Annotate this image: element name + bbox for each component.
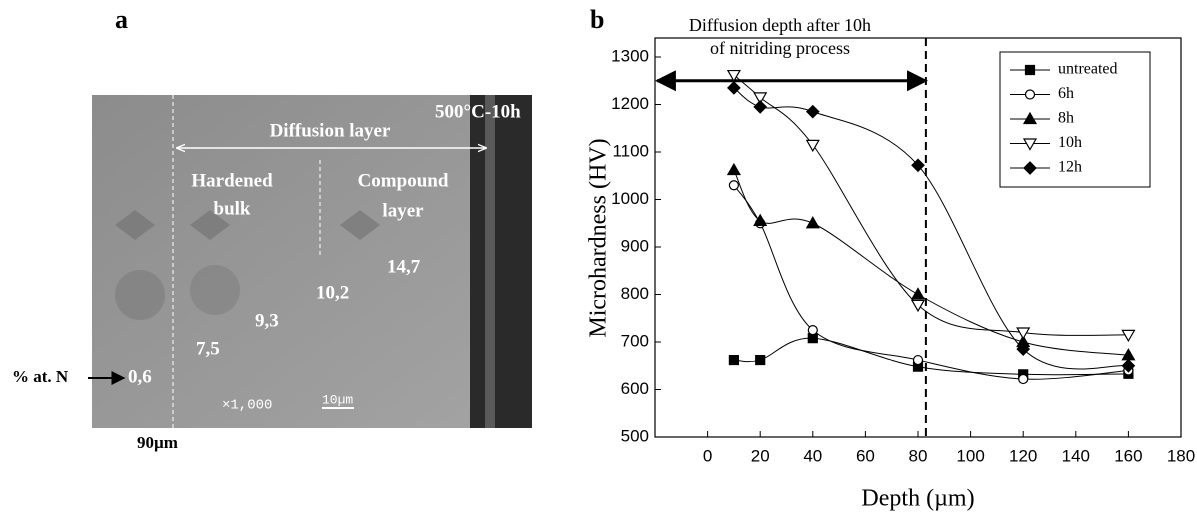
- compound-label: Compound: [358, 170, 449, 191]
- data-point: [727, 81, 741, 95]
- annotation: of nitriding process: [710, 38, 850, 58]
- data-point: [726, 69, 741, 83]
- nitrogen-value: 9,3: [255, 310, 279, 331]
- x-tick-label: 180: [1167, 446, 1195, 465]
- legend-marker: [1022, 138, 1038, 151]
- data-point: [912, 354, 924, 366]
- micrograph: [92, 95, 532, 428]
- nitrogen-value: 10,2: [316, 282, 349, 303]
- data-point: [726, 162, 741, 176]
- legend-marker: [1023, 161, 1037, 175]
- data-point: [728, 180, 740, 191]
- y-axis-label: Microhardness (HV): [586, 138, 612, 337]
- y-tick-label: 1300: [611, 46, 649, 65]
- data-point: [910, 287, 926, 300]
- y-tick-label: 700: [621, 331, 649, 350]
- series-curve: [733, 169, 1129, 356]
- x-axis-label: Depth (µm): [861, 486, 974, 512]
- legend-label: untreated: [1058, 61, 1118, 78]
- series-curve: [733, 337, 1129, 376]
- nitrogen-value: 14,7: [387, 256, 421, 277]
- magnification: ×1,000: [222, 398, 272, 414]
- legend-label: 8h: [1058, 110, 1074, 127]
- data-point: [755, 354, 766, 366]
- data-point: [805, 139, 820, 153]
- y-tick-label: 1100: [612, 141, 649, 160]
- nitrogen-value: 7,5: [196, 338, 220, 359]
- legend-marker: [1024, 64, 1036, 76]
- data-point: [807, 325, 818, 336]
- diffusion-label: Diffusion layer: [270, 120, 391, 141]
- data-point: [910, 299, 926, 313]
- legend-label: 10h: [1058, 134, 1082, 151]
- x-tick-label: 80: [909, 446, 928, 465]
- data-point: [753, 92, 768, 105]
- legend-label: 12h: [1058, 159, 1082, 176]
- x-tick-label: 60: [856, 446, 875, 465]
- legend-marker: [1022, 111, 1038, 125]
- data-point: [1121, 329, 1136, 343]
- panel-label: a: [115, 5, 128, 34]
- y-tick-label: 1200: [611, 94, 649, 113]
- panel-label: b: [590, 5, 604, 34]
- nitrogen-value: 0,6: [128, 366, 152, 387]
- x-tick-label: 120: [1009, 446, 1037, 465]
- hardened-label: bulk: [214, 198, 251, 219]
- y-tick-label: 800: [621, 284, 649, 303]
- depth-label: 90µm: [137, 433, 178, 452]
- data-point: [753, 100, 768, 114]
- legend-marker: [1024, 89, 1036, 100]
- y-tick-label: 1000: [611, 189, 649, 208]
- x-tick-label: 160: [1114, 446, 1142, 465]
- annotation: Diffusion depth after 10h: [689, 15, 871, 35]
- data-point: [805, 104, 820, 119]
- data-point: [1016, 342, 1031, 356]
- nitrogen-label: % at. N: [12, 367, 69, 386]
- data-point: [911, 158, 925, 173]
- data-point: [1121, 358, 1136, 373]
- data-point: [805, 216, 820, 229]
- scale-bar-label: 10µm: [322, 392, 353, 407]
- x-tick-label: 40: [803, 446, 822, 465]
- y-tick-label: 600: [621, 379, 649, 398]
- legend-label: 6h: [1058, 85, 1074, 102]
- x-tick-label: 20: [751, 446, 770, 465]
- condition: 500°C-10h: [435, 101, 521, 122]
- compound-label: layer: [382, 200, 424, 221]
- x-tick-label: 100: [956, 446, 984, 465]
- data-point: [728, 354, 739, 366]
- x-tick-label: 0: [703, 446, 712, 465]
- y-tick-label: 900: [621, 236, 649, 255]
- hardened-label: Hardened: [191, 170, 273, 191]
- x-tick-label: 140: [1062, 446, 1090, 465]
- y-tick-label: 500: [621, 426, 649, 445]
- data-point: [1018, 373, 1029, 385]
- data-point: [753, 213, 768, 226]
- data-point: [1016, 327, 1031, 340]
